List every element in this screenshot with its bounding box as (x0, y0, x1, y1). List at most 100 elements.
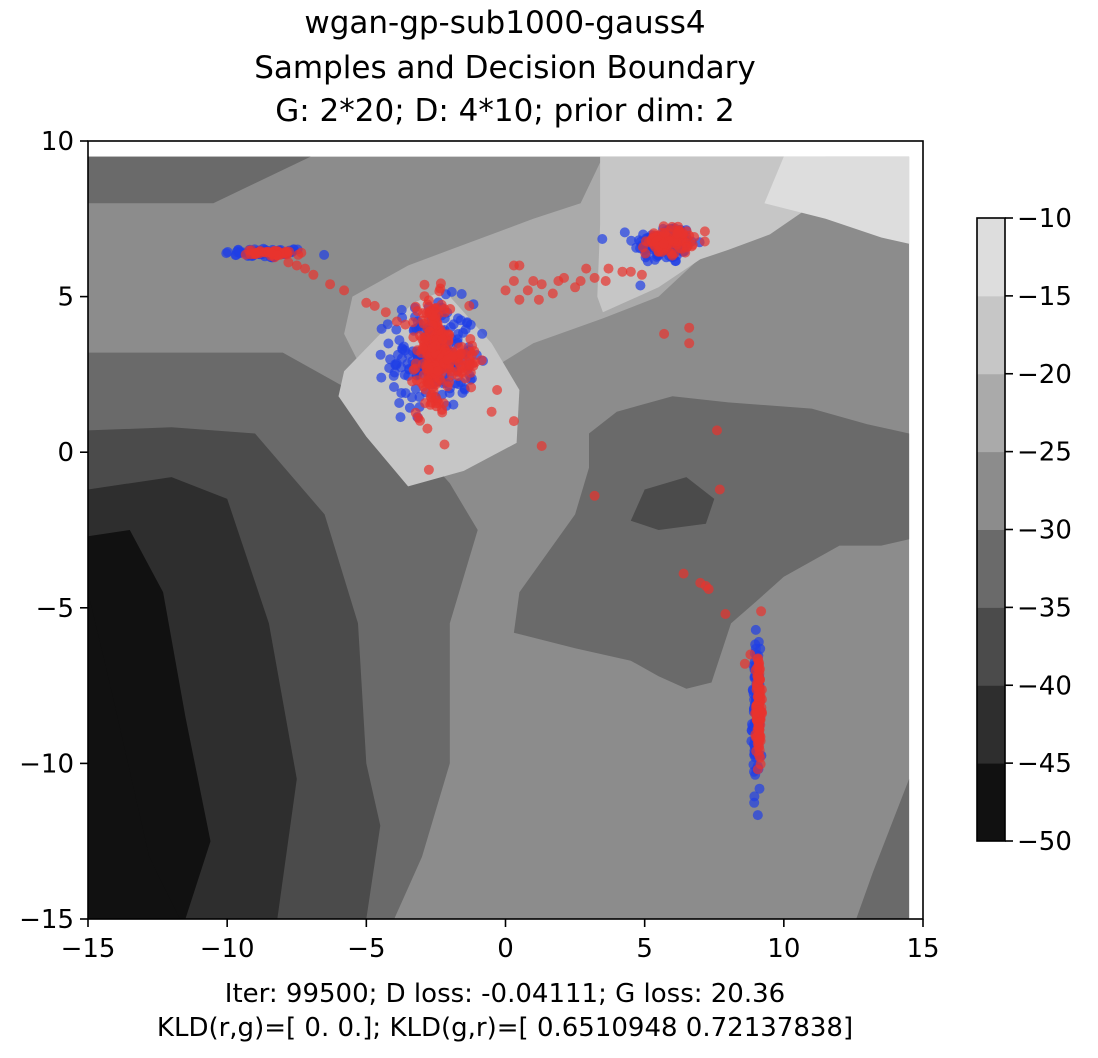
sample-point (536, 441, 547, 451)
colorbar-tick-label: −20 (1017, 360, 1072, 390)
sample-point (547, 288, 558, 299)
sample-point (456, 289, 467, 299)
sample-point (410, 363, 421, 374)
sample-point (625, 266, 636, 277)
sample-point (536, 279, 547, 290)
sample-point (533, 294, 544, 305)
x-tick-label: −15 (61, 934, 116, 964)
sample-point (486, 406, 497, 417)
sample-point (575, 276, 586, 286)
sample-point (325, 279, 336, 290)
x-tick-label: 5 (636, 934, 653, 964)
sample-point (464, 359, 475, 370)
colorbar: −50 −45 −40 −35 −30 −25 −20 −15 −10 (976, 204, 1072, 857)
sample-point (455, 348, 466, 359)
sample-point (649, 254, 660, 265)
sample-point (636, 269, 647, 280)
sample-point (476, 355, 487, 366)
sample-point (514, 294, 525, 305)
sample-point (319, 249, 330, 260)
chart-title-line-1: wgan-gp-sub1000-gauss4 (304, 5, 705, 41)
y-tick-label: 5 (57, 283, 74, 313)
sample-point (659, 328, 670, 339)
sample-point (361, 297, 372, 308)
colorbar-band (977, 685, 1005, 764)
sample-point (589, 490, 600, 501)
sample-point (464, 300, 475, 311)
sample-point (419, 279, 430, 290)
colorbar-tick-label: −35 (1017, 593, 1072, 623)
sample-point (752, 691, 763, 702)
contour-region-8 (630, 477, 715, 530)
x-tick-label: −5 (347, 934, 385, 964)
colorbar-tick-label: −40 (1017, 671, 1072, 701)
footer-line-2: KLD(r,g)=[ 0. 0.]; KLD(g,r)=[ 0.6510948 … (157, 1013, 853, 1043)
sample-point (712, 425, 722, 436)
colorbar-tick-label: −15 (1017, 282, 1072, 312)
x-tick-label: 15 (906, 934, 939, 964)
sample-point (635, 280, 646, 291)
sample-point (266, 248, 277, 258)
sample-point (752, 810, 763, 821)
sample-point (432, 366, 443, 376)
colorbar-band (977, 451, 1005, 530)
colorbar-band (977, 607, 1005, 686)
sample-point (739, 658, 750, 669)
sample-point (750, 624, 761, 635)
sample-point (419, 291, 430, 302)
sample-point (376, 372, 387, 383)
sample-point (427, 342, 438, 353)
sample-point (369, 300, 380, 311)
sample-point (221, 248, 232, 259)
sample-point (417, 359, 428, 369)
footer-line-1: Iter: 99500; D loss: -0.04111; G loss: 2… (225, 979, 785, 1009)
colorbar-tick-label: −50 (1017, 827, 1072, 857)
sample-point (437, 334, 448, 345)
contour-region-1 (88, 156, 311, 204)
contour-region-6 (88, 592, 180, 919)
sample-point (750, 708, 761, 719)
sample-point (641, 236, 651, 247)
sample-point (754, 783, 765, 794)
decision-boundary-contours (88, 156, 910, 919)
sample-point (415, 415, 425, 426)
colorbar-band (977, 295, 1005, 375)
sample-point (752, 662, 763, 673)
series-1-points (240, 221, 767, 775)
sample-point (508, 416, 519, 427)
sample-point (617, 266, 628, 277)
sample-point (421, 308, 432, 319)
sample-point (396, 304, 407, 315)
sample-point (703, 584, 714, 595)
sample-point (284, 246, 295, 257)
sample-point (684, 338, 695, 349)
sample-point (581, 263, 592, 274)
sample-point (389, 382, 399, 392)
sample-point (745, 649, 756, 660)
sample-point (755, 752, 766, 763)
y-tick-label: −10 (19, 749, 74, 779)
sample-point (423, 464, 434, 475)
sample-point (244, 245, 255, 256)
sample-point (388, 370, 399, 381)
chart-title-line-3: G: 2*20; D: 4*10; prior dim: 2 (275, 93, 735, 129)
sample-point (308, 269, 319, 280)
sample-point (399, 369, 410, 380)
sample-point (508, 276, 519, 286)
colorbar-band (977, 763, 1005, 842)
sample-points (221, 221, 767, 821)
sample-point (382, 319, 393, 330)
sample-point (391, 324, 402, 335)
sample-point (477, 328, 488, 339)
plot-area (87, 140, 924, 920)
sample-point (667, 250, 678, 261)
sample-point (699, 226, 710, 237)
colorbar-band (977, 218, 1005, 297)
sample-point (417, 315, 428, 326)
sample-point (753, 653, 764, 664)
chart-footer: Iter: 99500; D loss: -0.04111; G loss: 2… (157, 979, 853, 1043)
sample-point (500, 285, 511, 296)
sample-point (559, 272, 569, 283)
sample-point (411, 375, 422, 386)
sample-point (681, 242, 692, 253)
